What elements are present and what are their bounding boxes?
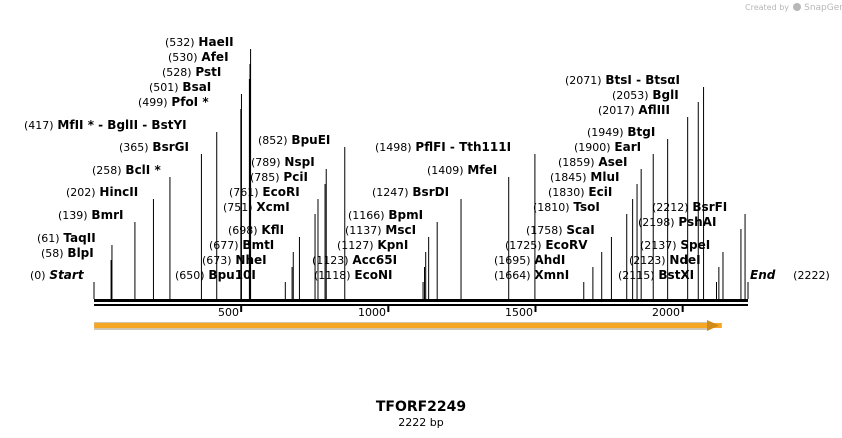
site-label: (365) BsrGI [119,140,189,154]
site-label: (1118) EcoNI [314,268,393,282]
site-label: (532) HaeII [165,35,234,49]
site-label: (1810) TsoI [533,200,600,214]
backbone-bottom-strand [94,304,748,306]
axis-tick-mark [534,306,537,312]
site-label: (789) NspI [251,155,315,169]
site-connector-lines [93,49,749,299]
site-label: (677) BmtI [209,238,275,252]
site-label: (139) BmrI [58,208,124,222]
axis-tick-mark [387,306,390,312]
site-label: (1498) PflFI - Tth111I [375,140,512,154]
site-label: (1900) EarI [574,140,642,154]
site-label: (1137) MscI [345,223,417,237]
site-label: (528) PstI [162,65,222,79]
site-label: (1166) BpmI [348,208,424,222]
site-label: (751) XcmI [223,200,290,214]
site-label: (761) EcoRI [229,185,300,199]
site-label: (417) MfII * - BglII - BstYI [24,118,187,132]
site-label: (2123) NdeI [629,253,701,267]
site-label: (785) PciI [250,170,308,184]
site-label: (1247) BsrDI [372,185,450,199]
site-label: (2115) BstXI [618,268,695,282]
site-label: (0) Start [30,268,84,282]
site-label: (698) KflI [228,223,285,237]
site-label: (1409) MfeI [427,163,498,177]
site-label: (2053) BglI [612,88,679,102]
site-label: (1695) AhdI [494,253,566,267]
site-label: (2137) SpeI [640,238,711,252]
site-label: (650) Bpu10I [175,268,256,282]
axis-tick-2000: 2000 [652,306,680,319]
site-label: (673) NheI [202,253,267,267]
created-by-label: Created by [745,3,790,12]
site-label: (58) BlpI [41,246,94,260]
site-label: (530) AfeI [168,50,229,64]
site-label: (258) BclI * [92,163,161,177]
site-label: (61) TaqII [37,231,96,245]
snapgene-brand: SnapGene [804,3,842,13]
axis-tick-1000: 1000 [358,306,386,319]
site-label: (1830) EciI [548,185,613,199]
backbone-top-strand [94,299,748,302]
axis-tick-mark [240,306,243,312]
site-label: (202) HincII [66,185,139,199]
site-label: (501) BsaI [149,80,212,94]
site-label: (2198) PshAI [638,215,717,229]
snapgene-logo-icon [792,3,801,11]
axis-tick-1500: 1500 [505,306,533,319]
site-label: (1664) XmnI [494,268,570,282]
site-label: (1127) KpnI [337,238,409,252]
sequence-length: 2222 bp [398,416,444,429]
created-by-text: Created by SnapGene [745,3,842,13]
site-label: (2071) BtsI - BtsαI [565,73,680,87]
site-label: (1758) ScaI [526,223,595,237]
site-label: (1123) Acc65I [312,253,398,267]
site-label: End (2222) [750,268,830,282]
axis-tick-500: 500 [218,306,239,319]
site-label: (1725) EcoRV [505,238,588,252]
sequence-title: TFORF2249 [375,399,467,415]
orf-feature-arrow [94,320,722,331]
site-label: (2212) BsrFI [652,200,728,214]
site-label: (1845) MluI [550,170,620,184]
axis-tick-marks [240,306,684,312]
site-label: (1859) AseI [558,155,628,169]
site-label: (2017) AflIII [598,103,670,117]
site-label: (499) PfoI * [138,95,209,109]
site-label: (852) BpuEI [258,133,331,147]
site-label: (1949) BtgI [587,125,656,139]
axis-tick-mark [681,306,684,312]
